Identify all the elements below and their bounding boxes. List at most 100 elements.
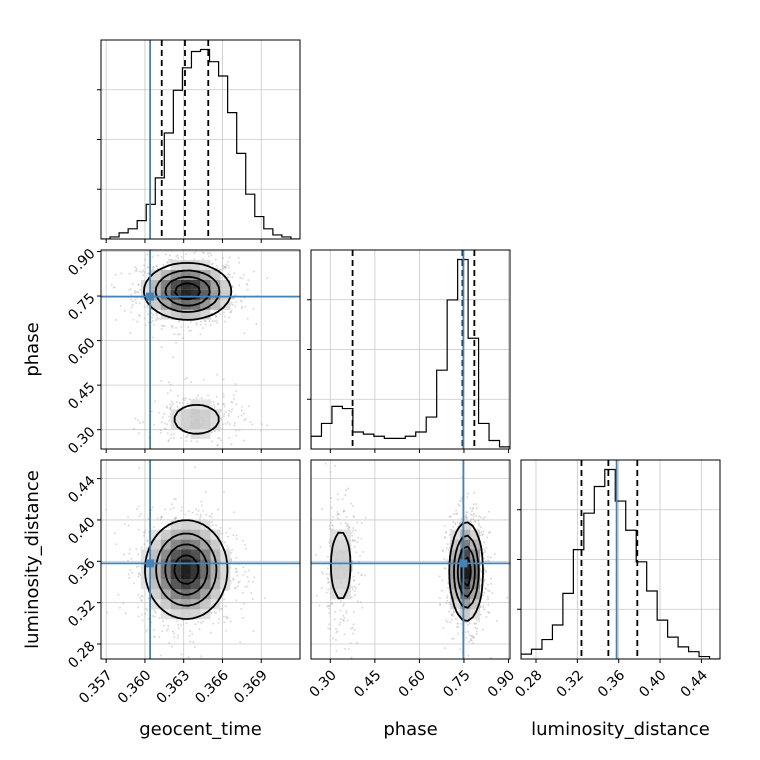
sample-point	[222, 265, 225, 267]
sample-point	[216, 508, 219, 511]
sample-point	[483, 591, 486, 594]
sample-point	[152, 526, 155, 528]
sample-point	[188, 398, 191, 401]
sample-point	[352, 632, 355, 635]
panel-frame	[100, 459, 301, 660]
sample-point	[128, 577, 131, 579]
sample-point	[182, 397, 185, 400]
sample-point	[222, 395, 225, 398]
sample-point	[327, 588, 330, 591]
sample-point	[443, 536, 446, 539]
sample-point	[352, 505, 355, 508]
sample-point	[140, 546, 143, 549]
sample-point	[352, 527, 355, 530]
sample-point	[470, 510, 473, 513]
x-tick-label-phase: 0.45	[351, 667, 384, 700]
sample-point	[229, 580, 232, 583]
density-cell	[200, 399, 211, 410]
sample-point	[166, 432, 169, 435]
sample-point	[135, 267, 138, 270]
sample-point	[143, 306, 146, 308]
sample-point	[483, 567, 486, 570]
sample-point	[217, 437, 220, 440]
sample-point	[160, 345, 163, 348]
sample-point	[222, 393, 225, 396]
sample-point	[212, 400, 215, 403]
sample-point	[224, 265, 227, 268]
hist-panel-luminosity_distance: 0.28 0.32 0.36 0.40 0.44 luminosity_distance	[512, 459, 721, 740]
sample-point	[185, 253, 188, 256]
sample-point	[131, 304, 134, 307]
sample-point	[228, 256, 231, 259]
density-cell	[140, 579, 151, 590]
sample-point	[146, 609, 149, 612]
sample-point	[447, 587, 450, 590]
sample-point	[483, 608, 486, 611]
sample-point	[224, 589, 227, 592]
sample-point	[200, 453, 202, 455]
sample-point	[465, 513, 468, 516]
density-cell	[460, 549, 471, 560]
sample-point	[342, 603, 345, 605]
sample-point	[193, 258, 196, 261]
sample-point	[228, 316, 230, 319]
sample-point	[446, 599, 449, 602]
sample-point	[215, 315, 218, 318]
sample-point	[138, 314, 141, 317]
sample-point	[441, 549, 444, 552]
sample-point	[343, 647, 346, 650]
sample-point	[180, 255, 183, 258]
sample-point	[153, 423, 155, 426]
sample-point	[223, 265, 226, 268]
sample-point	[189, 320, 192, 323]
sample-point	[336, 513, 339, 516]
sample-point	[327, 578, 330, 581]
density-cell	[190, 559, 201, 570]
sample-point	[247, 580, 250, 583]
sample-point	[443, 558, 446, 560]
sample-point	[177, 623, 180, 626]
sample-point	[233, 421, 236, 424]
sample-point	[344, 494, 347, 496]
sample-point	[458, 523, 461, 526]
sample-point	[218, 437, 221, 440]
sample-point	[456, 622, 459, 625]
sample-point	[171, 630, 174, 633]
density-cell	[180, 519, 191, 530]
sample-point	[193, 455, 195, 457]
sample-point	[196, 440, 199, 443]
sample-point	[179, 437, 182, 440]
sample-point	[231, 297, 234, 300]
contour-level-1	[154, 269, 221, 313]
sample-point	[215, 315, 218, 318]
sample-point	[351, 565, 354, 568]
density-cell	[160, 309, 171, 320]
contour-level-2	[456, 545, 476, 598]
density-cell	[190, 539, 201, 550]
sample-point	[138, 314, 141, 317]
sample-point	[138, 302, 141, 305]
sample-point	[236, 570, 238, 573]
sample-point	[141, 619, 144, 622]
sample-point	[135, 548, 138, 550]
density-cell	[190, 409, 201, 420]
sample-point	[448, 601, 451, 604]
sample-point	[347, 648, 350, 651]
sample-point	[166, 423, 169, 426]
sample-point	[158, 411, 161, 414]
sample-point	[194, 623, 197, 626]
sample-point	[465, 517, 468, 519]
sample-point	[360, 521, 363, 524]
sample-point	[159, 431, 162, 434]
density-cell	[330, 569, 341, 580]
sample-point	[137, 565, 140, 568]
truth-marker	[146, 559, 155, 568]
sample-point	[202, 378, 205, 381]
sample-point	[223, 541, 226, 544]
sample-point	[235, 534, 238, 537]
contours	[330, 521, 484, 622]
sample-point	[153, 635, 156, 638]
sample-point	[176, 637, 179, 640]
density-cell	[190, 519, 201, 530]
sample-point	[232, 394, 235, 397]
